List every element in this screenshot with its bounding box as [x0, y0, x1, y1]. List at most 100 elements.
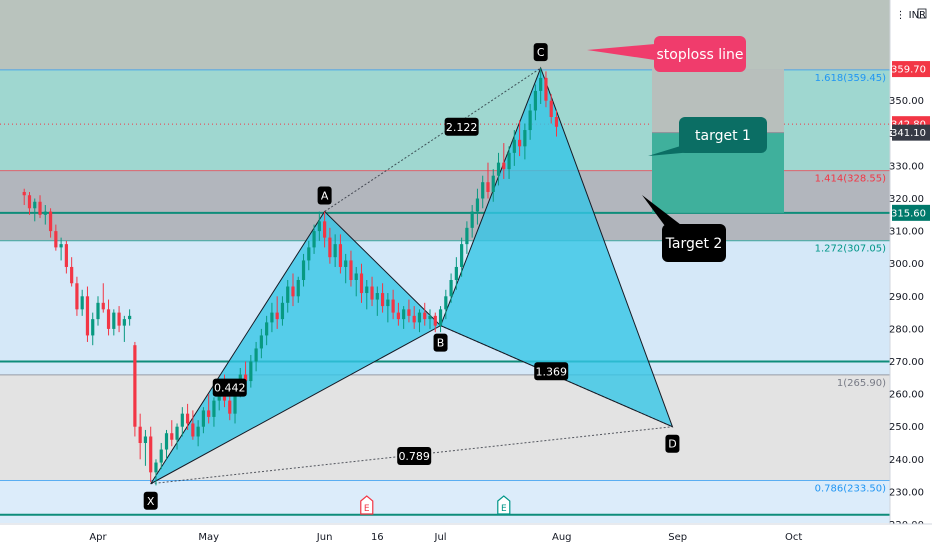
candle: [212, 400, 216, 417]
price-tag: [892, 61, 930, 78]
candle: [307, 247, 311, 261]
candle: [518, 139, 522, 147]
candle: [365, 286, 369, 294]
candles: [22, 68, 559, 486]
candle: [386, 299, 390, 307]
candle: [317, 221, 321, 232]
candle: [233, 390, 237, 414]
time-axis-background: [0, 524, 932, 550]
candle: [465, 227, 469, 245]
candle: [454, 266, 458, 280]
candle: [27, 195, 32, 209]
price-tag: [892, 204, 930, 221]
time-tick-label: Sep: [668, 532, 687, 543]
candle: [359, 273, 364, 294]
candle: [323, 221, 327, 238]
candle: [91, 319, 95, 336]
pattern-point-badge: [143, 491, 158, 510]
candle: [349, 260, 353, 280]
candle: [101, 302, 105, 310]
candle: [380, 293, 385, 307]
candle: [423, 312, 427, 320]
time-tick-label: 16: [371, 532, 384, 543]
candle: [201, 410, 205, 427]
annotations: stoploss line target 1 Target 2: [587, 36, 767, 262]
price-tag-label: 359.70: [891, 65, 926, 76]
candle: [164, 433, 169, 450]
time-axis[interactable]: Apr May Jun 16 Jul Aug Sep Oct: [0, 523, 932, 550]
candle: [175, 426, 179, 440]
candle: [259, 335, 263, 349]
currency-label: ⋮ INR: [895, 10, 926, 21]
ratio-label: 0.789: [398, 450, 430, 463]
pattern-point-badge: [317, 186, 332, 205]
candle: [475, 198, 480, 212]
candle: [243, 374, 248, 382]
candle: [54, 231, 58, 248]
pattern-point-label: A: [321, 190, 329, 203]
candle: [486, 182, 490, 192]
candle: [301, 260, 306, 280]
candle: [133, 345, 137, 427]
candle: [80, 296, 84, 310]
candle: [296, 280, 300, 297]
time-tick-label: May: [198, 532, 219, 543]
pattern-point-badge: [665, 434, 680, 453]
candle: [417, 312, 422, 323]
price-tick-label: 270.00: [889, 357, 924, 368]
candle: [396, 312, 400, 320]
pattern-point-label: X: [147, 495, 155, 508]
candle: [554, 117, 559, 127]
axis-background: [890, 0, 932, 550]
currency-icon: [917, 8, 927, 19]
pattern-ratio-line: [150, 426, 673, 485]
candle: [533, 90, 538, 111]
candle: [433, 315, 437, 326]
candle: [375, 293, 379, 300]
earnings-event-label: E: [501, 504, 507, 514]
stoploss-callout: [654, 36, 746, 72]
candle: [70, 266, 74, 284]
candle: [154, 462, 158, 473]
pattern-point-label: D: [668, 438, 676, 451]
target1-label: target 1: [695, 128, 751, 144]
candle: [191, 423, 195, 437]
candle: [338, 244, 343, 267]
earnings-event-icon: [360, 495, 374, 515]
candle: [291, 286, 295, 297]
ratio-label: 1.369: [535, 365, 567, 378]
ratio-badge: [534, 362, 569, 381]
price-tick-label: 250.00: [889, 422, 924, 433]
candle: [507, 152, 511, 170]
pattern-point-badge: [433, 333, 448, 352]
candle: [428, 315, 432, 320]
candle: [185, 413, 190, 424]
price-tick-label: 320.00: [889, 194, 924, 205]
harmonic-pattern: [150, 66, 674, 485]
candle: [470, 211, 474, 228]
fib-label: 1.272(307.05): [815, 244, 887, 255]
time-tick-label: Oct: [785, 532, 802, 543]
candle: [275, 312, 279, 320]
price-tick-label: 330.00: [889, 161, 924, 172]
candle: [438, 309, 443, 326]
candle: [280, 302, 285, 320]
candle: [196, 426, 200, 437]
price-tick-label: 290.00: [889, 292, 924, 303]
time-tick-label: Aug: [552, 532, 572, 543]
time-tick-label: Apr: [89, 532, 107, 543]
stoploss-callout-pointer: [587, 44, 655, 60]
candle: [328, 237, 332, 258]
candle: [528, 110, 532, 131]
candle: [512, 139, 516, 153]
pattern-point-badge: [533, 43, 548, 62]
candle: [481, 182, 485, 199]
price-tag-label: 315.60: [891, 208, 926, 219]
candle: [496, 162, 501, 176]
candle: [170, 433, 174, 440]
ratio-badge: [444, 117, 479, 136]
candle: [43, 211, 47, 215]
candle: [128, 315, 132, 320]
